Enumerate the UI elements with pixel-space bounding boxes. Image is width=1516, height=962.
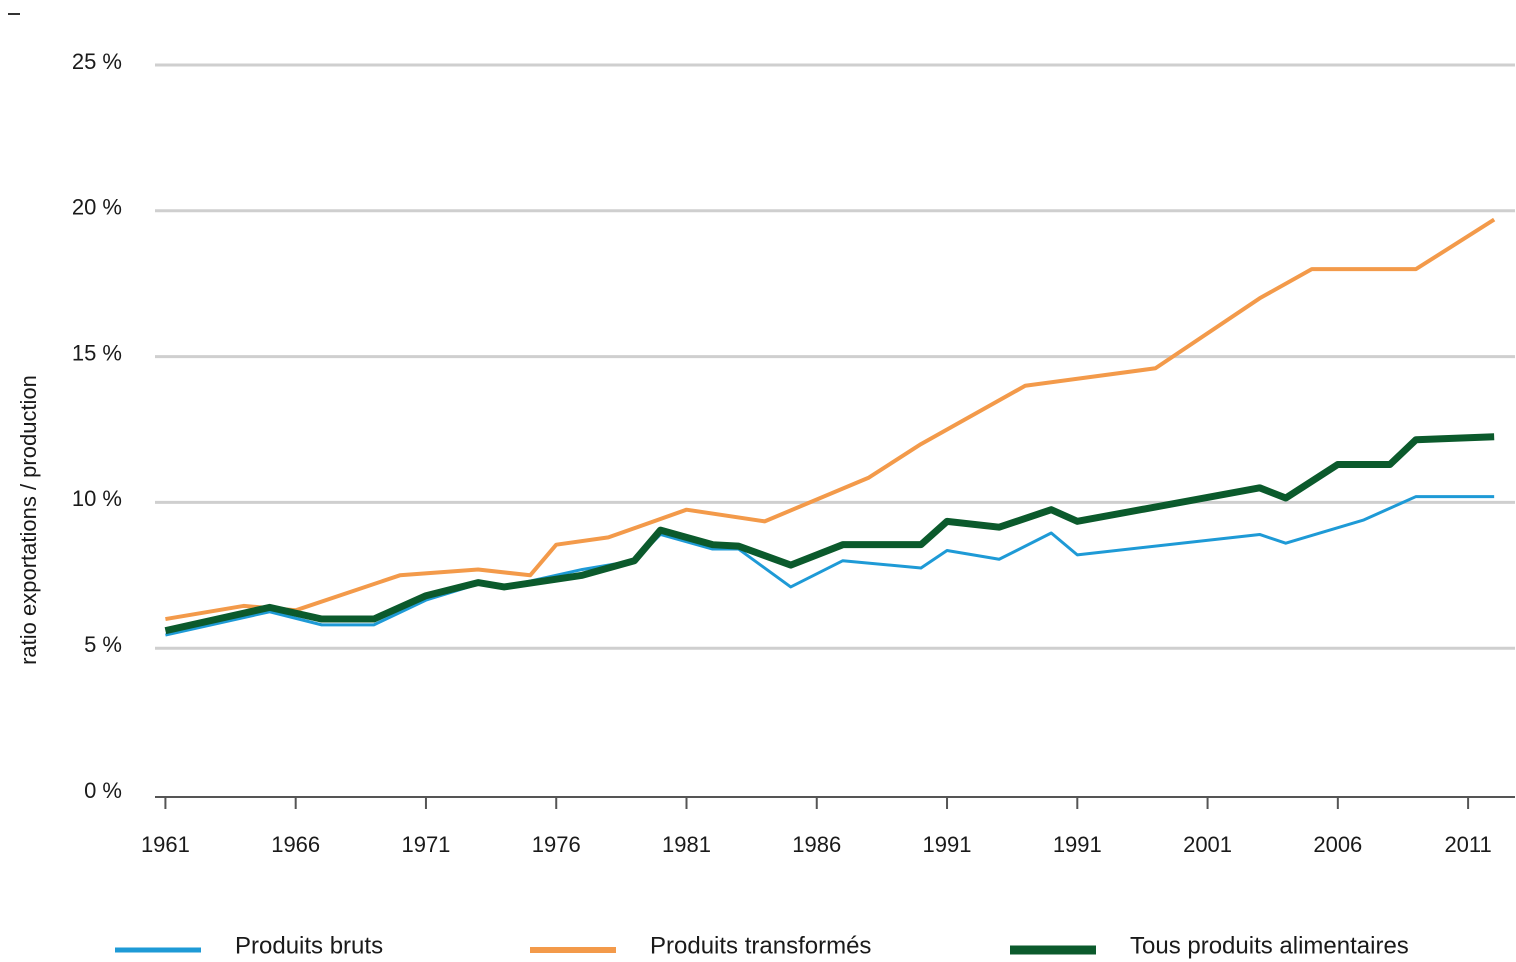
series-line [164,433,1495,635]
x-tick-label: 1991 [923,832,972,857]
x-tick-label: 1976 [532,832,581,857]
y-tick-label: 20 % [72,195,122,220]
y-axis-label: ratio exportations / production [16,375,41,665]
y-tick-label: 10 % [72,486,122,511]
x-tick-label: 1981 [662,832,711,857]
x-tick-label: 1991 [1053,832,1102,857]
y-tick-label: 0 % [84,778,122,803]
legend-label: Tous produits alimentaires [1130,932,1409,959]
x-tick-label: 1961 [141,832,190,857]
y-tick-label: 15 % [72,340,122,365]
x-tick-label: 2006 [1313,832,1362,857]
legend-label: Produits bruts [235,932,383,959]
legend-label: Produits transformés [650,932,871,959]
x-tick-label: 2001 [1183,832,1232,857]
x-tick-label: 1971 [401,832,450,857]
series-line [165,495,1495,637]
y-tick-label: 25 % [72,49,122,74]
x-tick-label: 1986 [792,832,841,857]
x-tick-label: 2011 [1444,832,1491,857]
y-tick-label: 5 % [84,632,122,657]
series-line [165,217,1496,622]
x-tick-label: 1966 [271,832,320,857]
